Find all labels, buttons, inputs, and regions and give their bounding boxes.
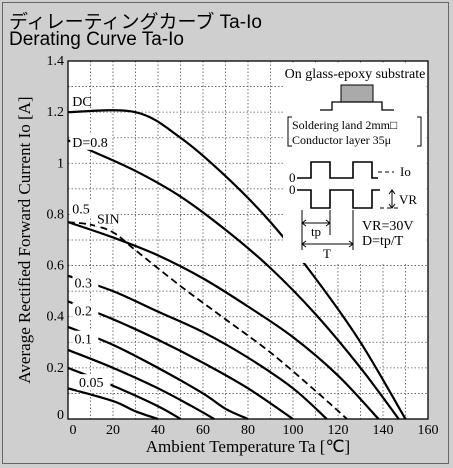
curve-unlabeled [67, 387, 159, 421]
series-label-background [70, 92, 89, 109]
x-tick-label: 40 [151, 423, 165, 438]
note-bracket-left [287, 116, 292, 147]
curve-0-1 [67, 325, 249, 421]
note-bracket-right [417, 116, 422, 147]
tp-dimension [301, 210, 331, 235]
series-label: 0.5 [72, 202, 90, 217]
series-label: 0.1 [75, 333, 93, 348]
conductor-layer-note: Conductor layer 35μ [292, 133, 391, 147]
series-label: 0.2 [75, 305, 93, 320]
curve-series [67, 109, 407, 421]
x-tick-label: 160 [418, 423, 439, 438]
y-tick-label: 1.2 [47, 105, 65, 120]
curve-d-0-8 [67, 139, 400, 420]
series-label-background [70, 200, 97, 217]
y-tick-label: 0.2 [47, 361, 65, 376]
y-tick-label: 0 [57, 408, 64, 423]
series-label-background [72, 330, 99, 347]
y-axis-label: Average Rectified Forward Current Io [A] [15, 96, 34, 383]
x-tick-label: 140 [373, 423, 394, 438]
y-tick-label: 1 [57, 156, 64, 171]
period-dimension [301, 210, 354, 250]
series-label-background [72, 274, 99, 291]
tp-label: tp [311, 224, 321, 239]
current-waveform [297, 161, 378, 179]
chip-drawing [340, 84, 374, 103]
x-tick-label: 20 [106, 423, 120, 438]
series-label: 0.3 [75, 276, 93, 291]
voltage-waveform [297, 189, 380, 209]
series-labels: DC D=0.8 0.5 SIN 0.3 0.2 0.1 0.05 [70, 92, 121, 391]
duty-equation: D=tp/T [362, 234, 404, 249]
series-label: 0.05 [79, 376, 104, 391]
x-tick-label: 60 [196, 423, 210, 438]
zero-label-top: 0 [289, 170, 296, 185]
y-tick-label: 1.4 [47, 54, 65, 69]
chart-title-japanese: ディレーティングカーブ Ta-Io [9, 12, 262, 33]
series-label-background [72, 302, 99, 319]
substrate-drawing [320, 101, 394, 111]
curve-0-3 [67, 274, 328, 420]
series-label: SIN [97, 213, 120, 228]
series-label-background [95, 210, 121, 227]
io-label: Io [400, 164, 411, 179]
x-tick-label: 120 [328, 423, 349, 438]
curve-0-2 [67, 300, 294, 420]
series-label-background [70, 133, 112, 150]
x-tick-label: 100 [283, 423, 304, 438]
zero-label-bottom: 0 [289, 182, 296, 197]
plot-border [67, 60, 429, 420]
x-axis-label: Ambient Temperature Ta [℃] [146, 437, 350, 456]
substrate-note: On glass-epoxy substrate [285, 67, 426, 82]
y-tick-label: 0.6 [47, 259, 65, 274]
period-label: T [323, 246, 331, 261]
vr-equation: VR=30V [362, 219, 413, 234]
chart-title-english: Derating Curve Ta-Io [9, 29, 184, 50]
inset-note-panel: On glass-epoxy substrate Soldering land … [283, 63, 426, 263]
curve-0-5 [67, 221, 380, 420]
curve-unlabeled [67, 348, 215, 420]
vr-arrow [388, 189, 396, 209]
curve-sin [67, 221, 348, 420]
vr-label: VR [399, 192, 417, 207]
x-tick-label: 80 [241, 423, 255, 438]
tick-labels: 0 20 40 60 80 100 120 140 160 0 0.2 0.4 0.6 0.8 1 1.2 1.… [47, 54, 439, 438]
soldering-land-note: Soldering land 2mm□ [292, 118, 397, 132]
series-label-background [77, 374, 111, 391]
x-tick-label: 0 [70, 423, 77, 438]
curve-dc [67, 109, 407, 420]
y-tick-label: 0.4 [47, 310, 65, 325]
series-label: DC [72, 95, 91, 110]
series-label: D=0.8 [72, 136, 108, 151]
y-tick-label: 0.8 [47, 207, 65, 222]
